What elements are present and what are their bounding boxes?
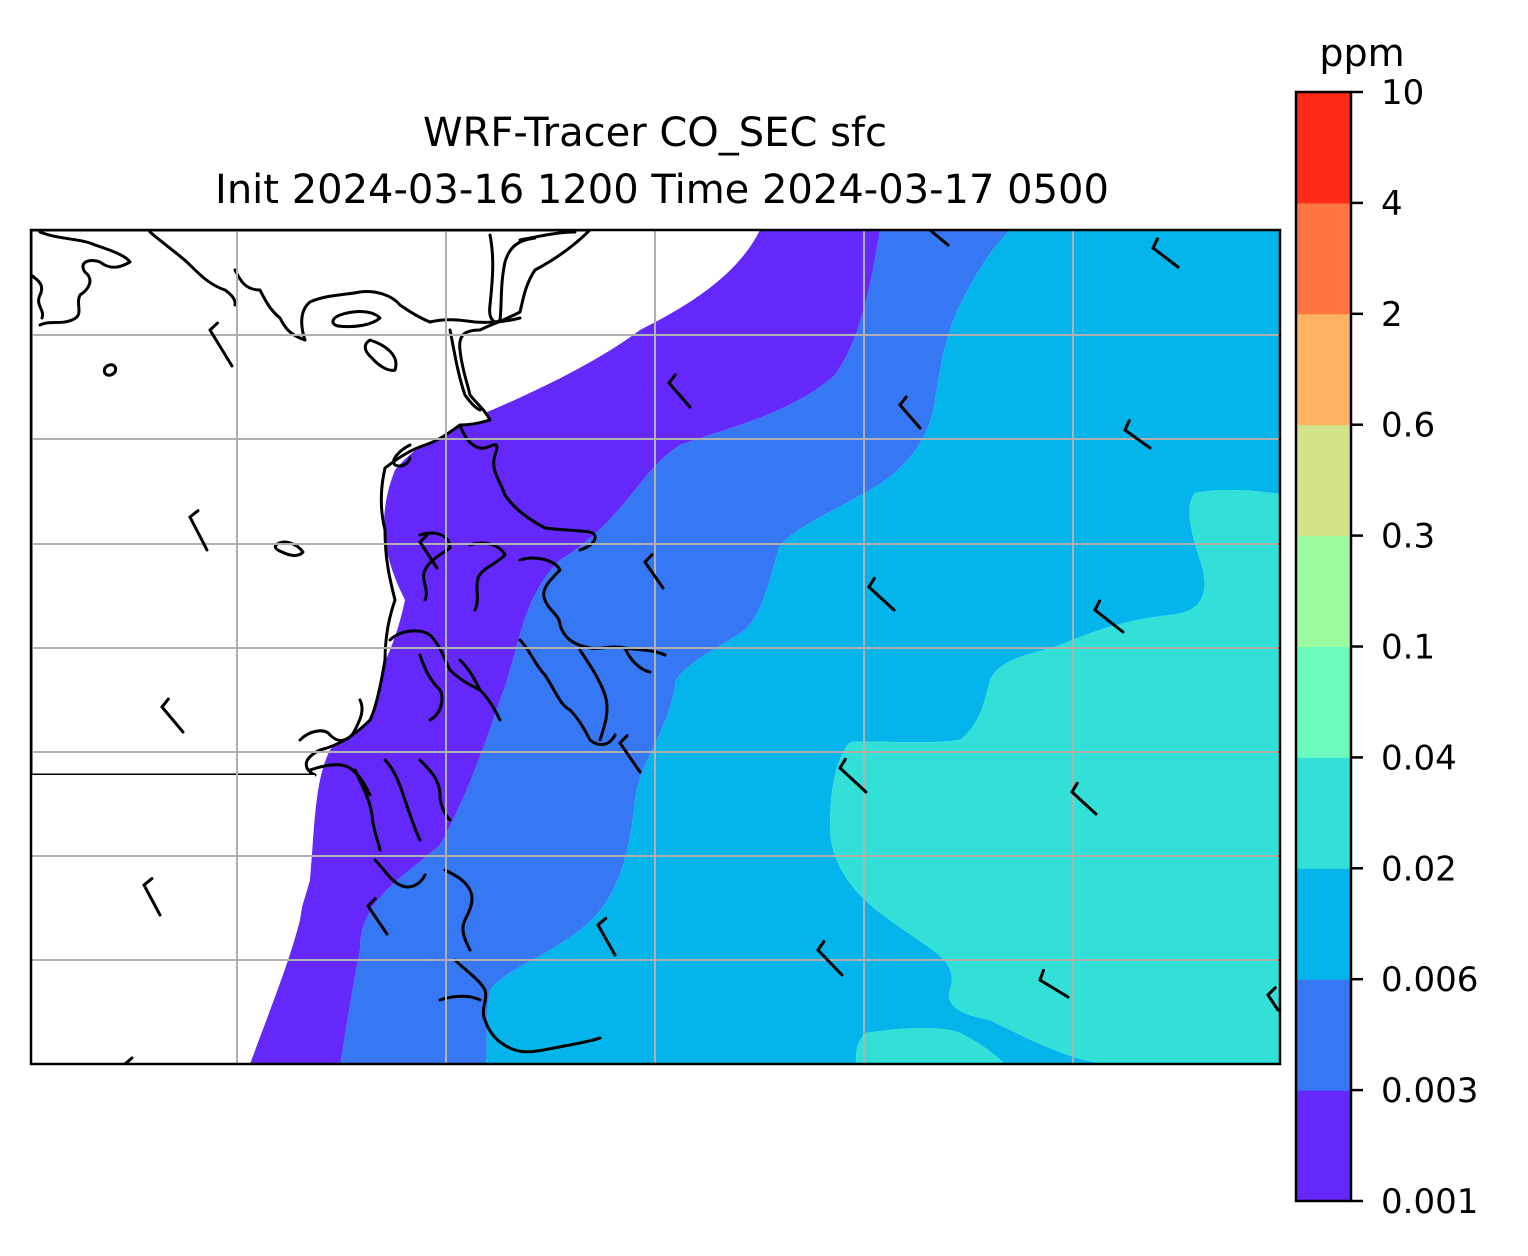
wind-barb [418,533,439,570]
wind-barb [142,877,162,917]
wind-barb [643,553,665,590]
map-title: WRF-Tracer CO_SEC sfc [423,110,887,156]
colorbar-unit: ppm [1319,31,1404,75]
coastline [31,230,667,1064]
colorbar-segment [1296,979,1351,1091]
colorbar-tick-label: 0.6 [1381,406,1435,446]
colorbar-tick-label: 4 [1381,184,1403,224]
wind-barb [898,395,922,430]
wind-barb [366,897,389,936]
wind-barb [1093,599,1125,634]
map-subtitle: Init 2024-03-16 1200 Time 2024-03-17 050… [215,167,1109,213]
land-mass [31,230,592,777]
wind-barb [596,916,617,957]
colorbar: 0.001 0.003 0.006 0.02 0.04 0.1 0.3 0.6 2 4 10 [1294,73,1478,1222]
colorbar-tick-label: 0.006 [1381,960,1478,1000]
map-panel [31,230,1280,1064]
wind-barb [1151,237,1180,269]
colorbar-tick-label: 0.3 [1381,517,1435,557]
map-frame [29,228,1282,1066]
wind-barb [1070,781,1098,816]
colorbar-tick-label: 10 [1381,73,1424,113]
wind-barb [208,321,234,368]
band-0.02-0.04-east [830,490,1280,1064]
colorbar-segment [1296,1090,1351,1202]
colorbar-tick-label: 0.1 [1381,628,1435,668]
colorbar-segment [1296,646,1351,758]
wind-barb [1038,968,1070,999]
colorbar-tick-label: 0.04 [1381,738,1457,778]
land-south [31,775,315,1064]
wind-barb [867,576,896,612]
colorbar-segment [1296,868,1351,980]
wind-barb [618,734,642,774]
band-0.02-0.04-south [855,1028,1005,1064]
colorbar-segment [1296,313,1351,426]
colorbar-tick-label: 2 [1381,295,1403,335]
wind-barb [1266,986,1280,1012]
wind-barb [160,697,185,734]
wind-barb [188,509,209,552]
wind-barb [838,757,868,794]
wind-barb [1123,419,1152,450]
colorbar-segment [1296,424,1351,537]
wind-barb [667,373,692,409]
colorbar-tick-label: 0.001 [1381,1182,1478,1222]
wind-barb [816,940,844,977]
colorbar-segment [1296,92,1351,204]
colorbar-segment [1296,202,1351,315]
colorbar-segment [1296,757,1351,869]
wind-barb [928,230,950,247]
wind-barbs [142,230,1280,1012]
colorbar-tick-label: 0.02 [1381,849,1457,889]
gridlines [31,230,1280,1064]
colorbar-segment [1296,535,1351,647]
colorbar-tick-label: 0.003 [1381,1071,1478,1111]
